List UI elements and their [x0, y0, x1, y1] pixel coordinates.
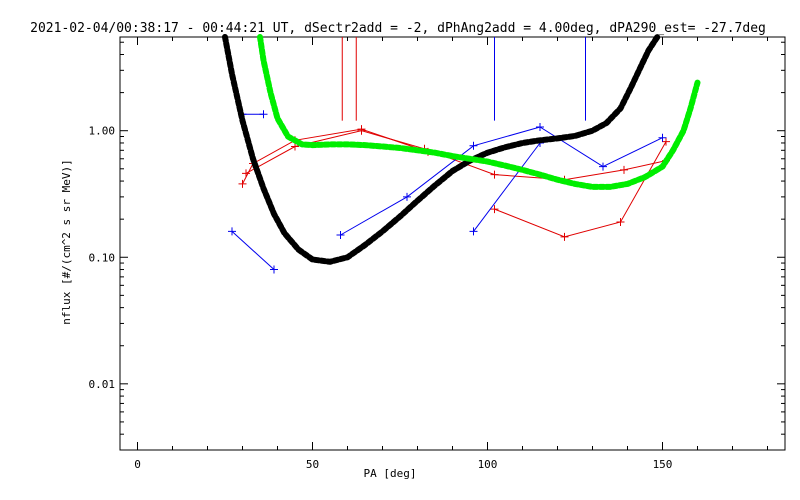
blue-data-point — [403, 192, 411, 201]
red-data-point — [616, 217, 625, 226]
plot-area — [222, 34, 701, 274]
x-tick-label: 150 — [653, 458, 673, 471]
blue-data-point — [599, 162, 607, 171]
x-axis: 0 50 100 150 — [134, 37, 768, 471]
blue-data-point — [336, 230, 345, 239]
plot-frame — [119, 36, 786, 451]
red-data-point — [490, 170, 499, 179]
y-tick-label: 1.00 — [89, 125, 116, 138]
blue-data-point — [270, 265, 278, 274]
blue-data-point — [469, 141, 478, 150]
blue-data-point — [228, 227, 236, 236]
blue-data-point — [536, 122, 544, 131]
x-tick-label: 50 — [306, 458, 319, 471]
y-axis-label: nflux [#/(cm^2 s sr MeV)] — [60, 159, 73, 325]
blue-data-point — [658, 133, 667, 142]
chart-title: 2021-02-04/00:38:17 - 00:44:21 UT, dSect… — [30, 21, 766, 36]
red-data-point — [560, 232, 569, 241]
red-data-point — [242, 169, 250, 178]
blue-series-line — [340, 126, 663, 236]
y-axis: 0.01 0.10 1.00 — [89, 41, 785, 451]
red-data-point — [490, 205, 499, 214]
red-data-point — [357, 126, 366, 135]
red-data-point — [620, 165, 628, 174]
green-model-curve — [257, 34, 701, 190]
red-data-point — [662, 137, 670, 146]
black-model-curve — [222, 34, 661, 265]
y-tick-label: 0.10 — [89, 251, 116, 264]
blue-series-line — [231, 231, 275, 270]
x-tick-label: 0 — [134, 458, 141, 471]
blue-data-point — [259, 110, 268, 119]
x-axis-label: PA [deg] — [364, 467, 417, 480]
x-tick-label: 100 — [478, 458, 498, 471]
blue-data-point — [469, 227, 478, 236]
red-series-line — [494, 141, 667, 238]
red-data-point — [238, 179, 247, 188]
y-tick-label: 0.01 — [89, 378, 116, 391]
blue-series-line — [473, 142, 541, 232]
